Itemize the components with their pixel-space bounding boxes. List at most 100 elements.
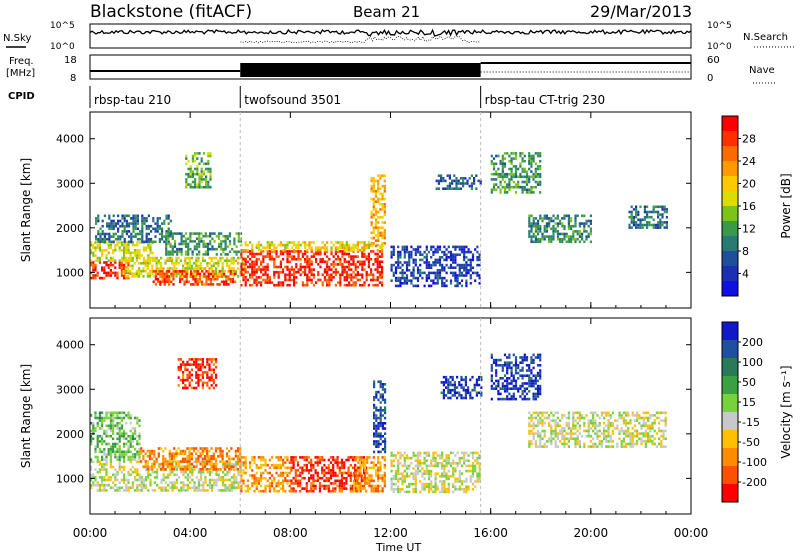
data-cell [203, 462, 207, 466]
data-cell [94, 455, 97, 459]
data-cell [392, 459, 395, 462]
data-cell [334, 489, 337, 493]
data-cell [475, 383, 478, 387]
data-cell [235, 245, 238, 248]
data-cell [271, 243, 274, 247]
data-cell [230, 457, 233, 461]
data-cell [356, 270, 359, 274]
data-cell [138, 483, 141, 487]
y-tick-label: 4000 [56, 133, 84, 146]
data-cell [319, 246, 322, 249]
data-cell [375, 414, 378, 417]
data-cell [228, 478, 231, 482]
data-cell [194, 270, 197, 273]
data-cell [403, 451, 406, 455]
data-cell [273, 260, 276, 264]
data-cell [362, 484, 366, 488]
data-cell [197, 460, 200, 463]
data-cell [208, 468, 211, 471]
data-cell [191, 470, 194, 474]
data-cell [581, 237, 584, 241]
data-cell [154, 230, 157, 233]
data-cell [155, 264, 158, 268]
data-cell [292, 476, 295, 480]
data-cell [264, 487, 267, 490]
data-cell [264, 255, 267, 258]
data-cell [170, 452, 174, 455]
data-cell [572, 232, 575, 236]
data-cell [548, 235, 551, 238]
data-cell [525, 170, 529, 173]
data-cell [94, 263, 97, 267]
data-cell [381, 226, 384, 229]
data-cell [492, 183, 496, 186]
data-cell [109, 259, 112, 262]
data-cell [332, 263, 335, 266]
data-cell [312, 276, 315, 279]
data-cell [92, 246, 95, 249]
data-cell [268, 484, 271, 488]
data-cell [304, 268, 307, 271]
data-cell [110, 219, 113, 223]
data-cell [277, 456, 280, 459]
data-cell [303, 458, 306, 462]
data-cell [423, 261, 426, 264]
data-cell [187, 237, 190, 241]
data-cell [329, 469, 333, 472]
data-cell [329, 474, 333, 477]
data-cell [351, 466, 355, 470]
data-cell [264, 463, 267, 467]
data-cell [202, 234, 205, 238]
data-cell [136, 468, 139, 471]
data-cell [390, 459, 393, 462]
data-cell [271, 482, 274, 485]
data-cell [94, 246, 97, 249]
data-cell [195, 232, 199, 235]
data-cell [467, 488, 470, 491]
data-cell [223, 275, 226, 278]
data-cell [349, 484, 352, 488]
data-cell [107, 450, 110, 454]
data-cell [381, 435, 384, 438]
data-cell [197, 489, 200, 492]
data-cell [175, 460, 178, 464]
data-cell [444, 187, 447, 190]
data-cell [478, 454, 481, 457]
data-cell [225, 277, 228, 281]
data-cell [458, 271, 461, 275]
data-cell [379, 192, 382, 196]
data-cell [412, 269, 415, 272]
data-cell [195, 358, 198, 361]
data-cell [246, 487, 249, 490]
scatter-region [490, 152, 542, 194]
data-cell [184, 365, 187, 369]
data-cell [98, 450, 101, 454]
data-cell [96, 416, 99, 420]
data-cell [224, 473, 227, 477]
data-cell [363, 482, 367, 485]
data-cell [237, 486, 240, 490]
data-cell [201, 449, 204, 453]
data-cell [216, 275, 219, 278]
data-cell [478, 467, 481, 470]
data-cell [414, 253, 417, 256]
data-cell [146, 465, 149, 468]
data-cell [445, 378, 448, 382]
data-cell [193, 232, 196, 235]
data-cell [127, 275, 130, 278]
data-cell [530, 224, 533, 228]
data-cell [180, 465, 183, 469]
data-cell [378, 246, 381, 249]
data-cell [136, 249, 139, 252]
data-cell [271, 241, 274, 244]
data-cell [363, 474, 367, 477]
data-cell [432, 490, 435, 494]
data-cell [465, 282, 468, 285]
data-cell [129, 251, 132, 255]
data-cell [340, 471, 344, 475]
data-cell [430, 284, 433, 288]
data-cell [503, 152, 507, 155]
data-cell [180, 247, 183, 251]
data-cell [469, 261, 472, 264]
data-cell [370, 487, 373, 490]
